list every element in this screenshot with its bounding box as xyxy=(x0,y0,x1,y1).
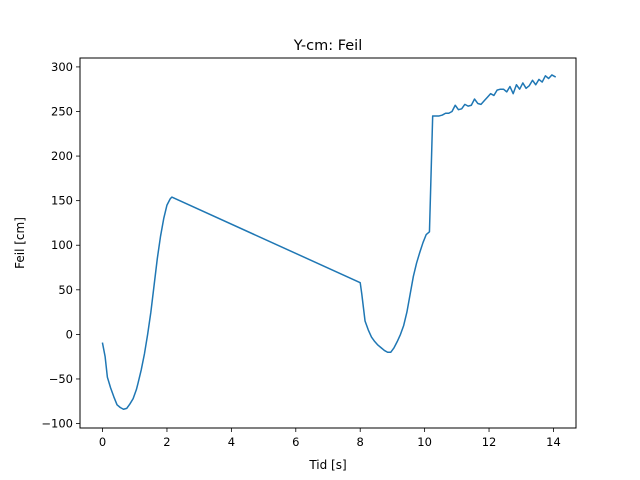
y-axis-label: Feil [cm] xyxy=(13,217,27,269)
y-tick-label: 300 xyxy=(51,60,73,74)
x-tick-label: 6 xyxy=(292,435,299,449)
x-tick-label: 2 xyxy=(163,435,170,449)
x-tick-label: 0 xyxy=(99,435,106,449)
x-axis-ticks: 0 2 4 6 8 10 12 14 xyxy=(99,428,561,449)
y-tick-label: 0 xyxy=(66,327,73,341)
x-tick-label: 8 xyxy=(357,435,364,449)
x-axis-label: Tid [s] xyxy=(308,458,346,472)
plot-frame xyxy=(79,57,577,429)
y-tick-label: −50 xyxy=(49,372,73,386)
y-tick-label: 100 xyxy=(51,238,73,252)
y-tick-label: 200 xyxy=(51,149,73,163)
x-tick-label: 10 xyxy=(417,435,432,449)
x-tick-label: 14 xyxy=(546,435,561,449)
y-tick-label: 50 xyxy=(58,283,73,297)
y-tick-label: −100 xyxy=(41,417,73,431)
series-line xyxy=(101,74,557,411)
x-tick-label: 4 xyxy=(228,435,235,449)
y-tick-label: 150 xyxy=(51,194,73,208)
chart-title: Y-cm: Feil xyxy=(293,38,363,54)
y-axis-ticks: −100 −50 0 50 100 150 200 250 300 xyxy=(41,60,80,431)
y-tick-label: 250 xyxy=(51,104,73,118)
x-tick-label: 12 xyxy=(482,435,497,449)
plot-area xyxy=(80,58,576,428)
